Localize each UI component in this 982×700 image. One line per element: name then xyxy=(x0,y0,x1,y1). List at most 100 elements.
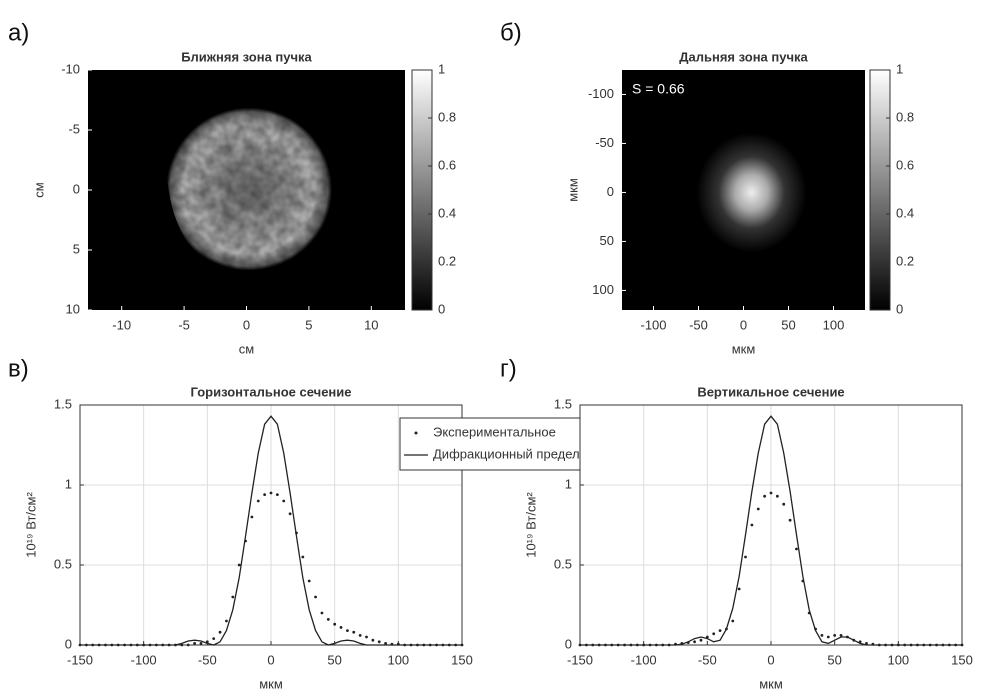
colorbar-tick-label: 0.2 xyxy=(896,253,914,268)
chart-title: Вертикальное сечение xyxy=(697,384,844,399)
data-point xyxy=(256,499,260,503)
y-tick-label: 1 xyxy=(65,476,72,491)
x-tick-label: 100 xyxy=(387,652,409,667)
data-point xyxy=(288,512,292,516)
data-point xyxy=(839,634,843,637)
data-point xyxy=(307,579,311,583)
colorbar-tick-label: 0.4 xyxy=(896,205,914,220)
data-point xyxy=(833,634,837,637)
annotation: S = 0.66 xyxy=(632,81,685,97)
y-tick-label: 0 xyxy=(65,636,72,651)
colorbar xyxy=(411,69,433,311)
x-tick-label: 0 xyxy=(243,317,250,332)
x-axis-label: мкм xyxy=(732,341,756,356)
chart-title: Горизонтальное сечение xyxy=(191,384,352,399)
x-tick-label: -10 xyxy=(112,317,131,332)
data-point xyxy=(826,635,830,639)
legend-label: Дифракционный предел xyxy=(433,446,580,461)
data-point xyxy=(365,635,368,639)
data-point xyxy=(699,638,703,642)
y-tick-label: 5 xyxy=(73,241,80,256)
data-point xyxy=(756,507,760,511)
colorbar-tick-label: 0 xyxy=(438,301,445,316)
colorbar-tick-label: 1 xyxy=(438,61,445,76)
y-tick-label: 0 xyxy=(607,184,614,199)
panel-label: в) xyxy=(8,355,29,382)
data-point xyxy=(769,491,773,495)
data-point xyxy=(737,587,741,591)
data-point xyxy=(282,499,286,503)
y-tick-label: 10 xyxy=(66,301,80,316)
beam-texture xyxy=(166,107,332,271)
data-point xyxy=(314,595,317,599)
x-tick-label: 50 xyxy=(781,317,795,332)
colorbar-tick-label: 1 xyxy=(896,61,903,76)
x-tick-label: 0 xyxy=(767,652,774,667)
data-point xyxy=(744,555,747,559)
y-tick-label: -10 xyxy=(61,61,80,76)
y-axis-label: 10¹⁹ Вт/см² xyxy=(523,492,538,558)
y-tick-label: 1.5 xyxy=(54,396,72,411)
data-point xyxy=(788,518,792,522)
data-point xyxy=(237,563,241,567)
x-tick-label: -100 xyxy=(131,652,157,667)
data-point xyxy=(795,547,798,551)
data-point xyxy=(301,555,305,559)
x-tick-label: -50 xyxy=(698,652,717,667)
y-axis-label: 10¹⁹ Вт/см² xyxy=(23,492,38,558)
data-point xyxy=(180,643,184,647)
data-point xyxy=(782,502,786,506)
y-tick-label: -50 xyxy=(595,135,614,150)
data-point xyxy=(225,619,228,623)
data-point xyxy=(250,515,254,519)
x-tick-label: 50 xyxy=(827,652,841,667)
y-tick-label: -5 xyxy=(68,121,80,136)
colorbar xyxy=(869,69,891,311)
data-point xyxy=(358,634,362,637)
data-point xyxy=(333,622,337,626)
x-tick-label: 50 xyxy=(327,652,341,667)
colorbar-tick-label: 0.8 xyxy=(438,109,456,124)
colorbar-tick-label: 0 xyxy=(896,301,903,316)
data-point xyxy=(384,642,387,645)
data-point xyxy=(263,493,267,496)
y-tick-label: 0 xyxy=(73,181,80,196)
x-tick-label: -50 xyxy=(198,652,217,667)
y-tick-label: 50 xyxy=(600,233,614,248)
x-tick-label: 10 xyxy=(364,317,378,332)
plot-frame xyxy=(579,404,963,646)
data-point xyxy=(269,491,273,495)
x-tick-label: -100 xyxy=(640,317,666,332)
x-axis-label: см xyxy=(239,341,255,356)
data-point xyxy=(320,611,324,615)
y-axis-label: см xyxy=(31,182,46,198)
y-tick-label: 1 xyxy=(565,476,572,491)
x-tick-label: -150 xyxy=(67,652,93,667)
data-point xyxy=(326,618,330,621)
data-point xyxy=(763,494,767,498)
line-series xyxy=(580,415,962,646)
chart-title: Дальняя зона пучка xyxy=(679,49,808,64)
data-point xyxy=(275,493,279,496)
x-tick-label: -5 xyxy=(178,317,190,332)
colorbar-tick-label: 0.2 xyxy=(438,253,456,268)
y-tick-label: 0.5 xyxy=(54,556,72,571)
x-tick-label: 5 xyxy=(305,317,312,332)
x-tick-label: -100 xyxy=(631,652,657,667)
panel-label: а) xyxy=(8,19,29,46)
colorbar-tick-label: 0.8 xyxy=(896,109,914,124)
x-axis-label: мкм xyxy=(259,676,283,691)
x-tick-label: 0 xyxy=(267,652,274,667)
data-point xyxy=(352,630,356,634)
legend-symbol xyxy=(414,431,418,435)
y-tick-label: -100 xyxy=(588,86,614,101)
panel-label: г) xyxy=(500,355,517,382)
plot-frame xyxy=(79,404,463,646)
y-tick-label: 0 xyxy=(565,636,572,651)
data-point xyxy=(218,630,222,634)
data-point xyxy=(212,637,216,640)
colorbar-tick-label: 0.4 xyxy=(438,205,456,220)
data-point xyxy=(705,635,709,639)
data-point xyxy=(186,643,190,647)
